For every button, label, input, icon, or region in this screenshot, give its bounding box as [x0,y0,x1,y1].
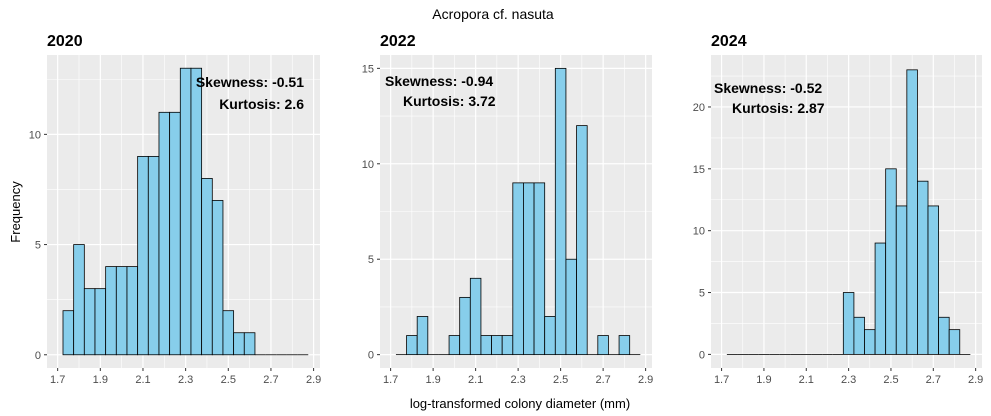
histogram-bar [480,335,492,356]
histogram-bar [597,335,609,356]
histogram-bar [190,67,203,356]
y-axis-label: Frequency [8,181,23,243]
histogram-bar [147,155,160,356]
histogram-bar [885,168,897,355]
y-tick-label: 15 [362,63,374,75]
x-tick-label: 2.9 [638,374,653,386]
histogram-bar [73,244,85,356]
histogram-bar [179,67,192,356]
kurtosis-annotation: Kurtosis: 3.72 [403,93,496,109]
x-tick-label: 1.9 [93,374,108,386]
x-tick-label: 1.7 [714,374,729,386]
x-tick-label: 2.5 [221,374,236,386]
histogram-bar [222,310,235,356]
x-tick-label: 2.3 [178,374,193,386]
x-tick-label: 2.3 [841,374,856,386]
y-tick-label: 10 [693,226,705,238]
histogram-bar [158,111,171,356]
histogram-bar [62,310,75,356]
kurtosis-annotation: Kurtosis: 2.6 [219,96,304,112]
histogram-bar [864,329,876,355]
histogram-bar [137,155,149,356]
x-tick-label: 1.7 [50,374,65,386]
histogram-bar [906,69,918,355]
histogram-bar [469,277,482,356]
histogram-bar [523,182,535,356]
x-tick-label: 2.9 [968,374,983,386]
figure-title: Acropora cf. nasuta [432,6,554,22]
panel-title: 2024 [711,33,747,50]
histogram-bar [533,182,546,356]
kurtosis-annotation: Kurtosis: 2.87 [732,100,825,116]
histogram-bar [416,316,429,356]
panel-title: 2022 [380,33,416,50]
x-tick-label: 1.9 [756,374,771,386]
skewness-annotation: Skewness: -0.52 [714,80,822,96]
y-tick-label: 5 [699,288,705,300]
histogram-bar [554,67,567,356]
histogram-bar [874,242,887,355]
panel-title: 2020 [47,33,83,50]
y-tick-label: 0 [368,350,374,362]
y-tick-label: 5 [35,240,41,252]
x-tick-label: 2.9 [306,374,321,386]
histogram-bar [576,125,588,356]
histogram-bar [501,335,514,356]
skewness-annotation: Skewness: -0.51 [196,74,304,90]
x-tick-label: 1.7 [383,374,398,386]
x-axis-label: log-transformed colony diameter (mm) [410,396,630,411]
x-tick-label: 2.7 [595,374,610,386]
histogram-bar [938,316,950,355]
y-tick-label: 10 [29,129,41,141]
histogram-bar [565,258,577,356]
histogram-bar [126,266,139,356]
histogram-bar [927,205,939,355]
histogram-bar [491,335,503,356]
histogram-bar [448,335,461,356]
histogram-bar [853,316,865,355]
histogram-bar [233,332,245,356]
panels: 2020 1.7 1.9 2.1 2.3 2.5 2.7 2.9 0 5 10 Skewness: -… [29,33,984,386]
y-tick-label: 15 [693,164,705,176]
histogram-bar [512,182,524,356]
x-tick-label: 2.5 [883,374,898,386]
x-tick-label: 2.7 [926,374,941,386]
y-tick-label: 20 [693,102,705,114]
x-tick-label: 2.7 [263,374,278,386]
y-tick-label: 0 [35,350,41,362]
histogram-bar [895,205,908,355]
histogram-bar [842,292,855,355]
y-tick-label: 10 [362,159,374,171]
y-tick-label: 5 [368,254,374,266]
histogram-bar [917,180,929,355]
panel-2020: 2020 1.7 1.9 2.1 2.3 2.5 2.7 2.9 0 5 10 Skewness: -… [29,33,322,386]
x-tick-label: 2.5 [553,374,568,386]
x-tick-label: 2.1 [135,374,150,386]
histogram-bar [201,178,213,356]
histogram-bar [948,329,961,355]
x-tick-label: 1.9 [425,374,440,386]
x-tick-label: 2.1 [799,374,814,386]
histogram-bar [105,266,117,356]
histogram-bar [618,335,631,356]
histogram-bar [115,266,128,356]
histogram-bar [83,288,96,356]
histogram-bar [211,200,224,356]
histogram-bar [459,296,471,356]
y-tick-label: 0 [699,349,705,361]
histogram-bar [406,335,418,356]
skewness-annotation: Skewness: -0.94 [385,73,493,89]
x-tick-label: 2.1 [468,374,483,386]
histogram-bar [544,316,556,356]
histogram-bar [169,111,181,356]
histogram-bar [94,288,107,356]
panel-2022: 2022 1.7 1.9 2.1 2.3 2.5 2.7 2.9 0 5 10 15 Skewness:… [362,33,654,386]
x-tick-label: 2.3 [510,374,525,386]
panel-2024: 2024 1.7 1.9 2.1 2.3 2.5 2.7 2.9 0 5 10 15 20 Skewnes… [693,33,984,386]
histogram-bar [243,332,256,356]
